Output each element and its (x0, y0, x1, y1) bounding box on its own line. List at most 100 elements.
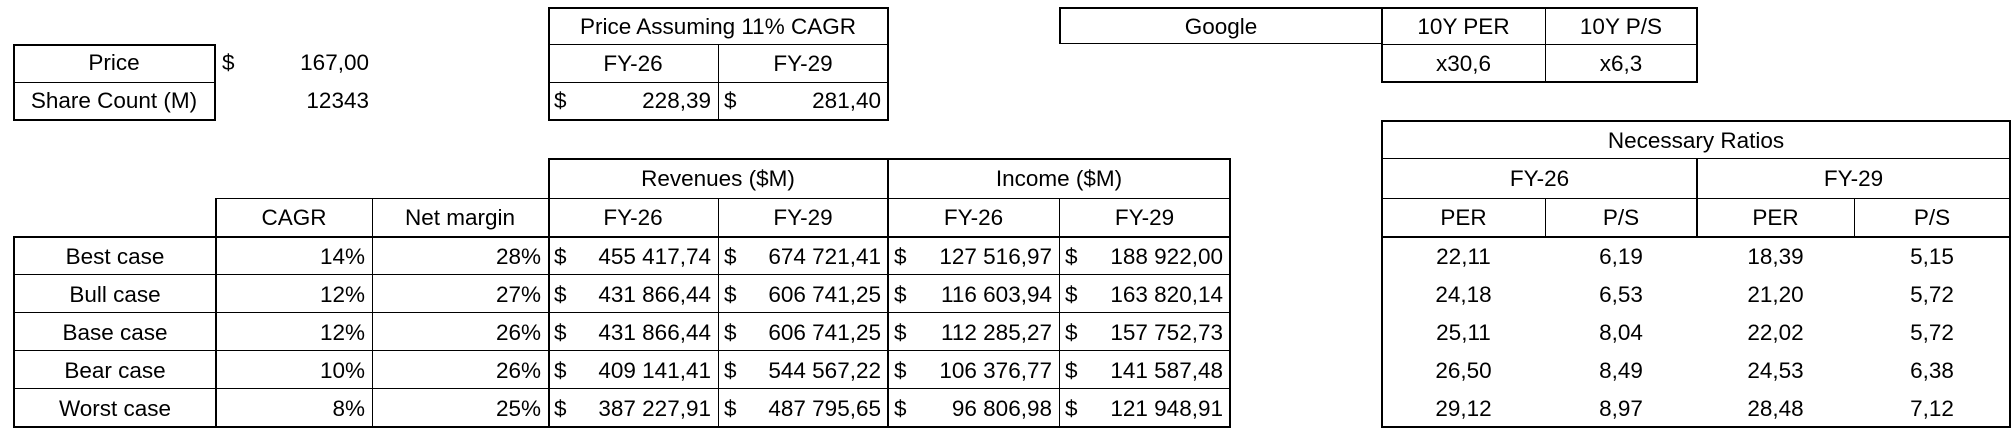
currency-symbol: $ (1065, 320, 1078, 345)
share-count-label: Share Count (M) (30, 88, 198, 113)
scenario-rev-fy26[interactable]: $387 227,91 (548, 390, 718, 428)
scenario-net-margin[interactable]: 27% (495, 282, 541, 307)
ratio-ps-fy26[interactable]: 8,04 (1599, 320, 1643, 345)
ratio-ps-fy26[interactable]: 8,97 (1599, 396, 1643, 421)
scenario-rev-fy29[interactable]: $487 795,65 (718, 390, 888, 428)
ratio-per-fy26[interactable]: 29,12 (1435, 396, 1492, 421)
scenario-rev-fy26[interactable]: $431 866,44 (548, 276, 718, 314)
border-line (1059, 7, 1061, 44)
scenario-rev-fy29[interactable]: $674 721,41 (718, 238, 888, 276)
scenario-net-margin[interactable]: 25% (495, 396, 541, 421)
border-line (548, 7, 889, 9)
ratio-per-fy26[interactable]: 24,18 (1435, 282, 1492, 307)
ratio-ps-fy29[interactable]: 5,15 (1910, 244, 1954, 269)
cell-value: 141 587,48 (1110, 358, 1223, 383)
scenario-cagr[interactable]: 8% (332, 396, 365, 421)
scenario-rev-fy26[interactable]: $409 141,41 (548, 352, 718, 390)
google-per-label: 10Y PER (1417, 14, 1510, 39)
scenario-cagr[interactable]: 10% (319, 358, 365, 383)
ratio-ps-fy29[interactable]: 5,72 (1910, 282, 1954, 307)
google-label: Google (1184, 14, 1258, 39)
ratio-per-fy26[interactable]: 22,11 (1436, 244, 1491, 269)
ratio-ps-fy29[interactable]: 5,72 (1910, 320, 1954, 345)
ratios-fy29-label: FY-29 (1823, 166, 1884, 191)
scenario-net-margin[interactable]: 26% (495, 358, 541, 383)
cell-value: 157 752,73 (1110, 320, 1223, 345)
cell-value: 163 820,14 (1110, 282, 1223, 307)
scenario-inc-fy26[interactable]: $116 603,94 (888, 276, 1059, 314)
ratio-per-fy29[interactable]: 21,20 (1747, 282, 1804, 307)
cell-value: 431 866,44 (598, 282, 711, 307)
border-line (215, 198, 217, 428)
google-per-value[interactable]: x30,6 (1435, 51, 1492, 76)
currency-symbol: $ (554, 320, 567, 345)
ratio-per-fy29[interactable]: 28,48 (1747, 396, 1804, 421)
scenario-rev-fy29[interactable]: $606 741,25 (718, 276, 888, 314)
scenario-inc-fy26[interactable]: $106 376,77 (888, 352, 1059, 390)
ratios-col-ps-fy29: P/S (1913, 205, 1951, 230)
scenario-rev-fy29[interactable]: $544 567,22 (718, 352, 888, 390)
scenario-rev-fy29[interactable]: $606 741,25 (718, 314, 888, 352)
cell-value: 127 516,97 (939, 244, 1052, 269)
border-line (13, 274, 1231, 275)
scenario-inc-fy26[interactable]: $112 285,27 (888, 314, 1059, 352)
ratio-ps-fy29[interactable]: 6,38 (1910, 358, 1954, 383)
currency-symbol: $ (724, 320, 737, 345)
cell-value: 112 285,27 (941, 320, 1052, 345)
scenario-name[interactable]: Best case (65, 244, 165, 269)
scenario-name[interactable]: Bull case (69, 282, 161, 307)
ratio-per-fy29[interactable]: 18,39 (1747, 244, 1804, 269)
ratio-per-fy26[interactable]: 26,50 (1435, 358, 1492, 383)
scenario-inc-fy29[interactable]: $121 948,91 (1059, 390, 1230, 428)
border-line (548, 119, 889, 121)
scenario-inc-fy26[interactable]: $96 806,98 (888, 390, 1059, 428)
ratio-per-fy26[interactable]: 25,11 (1436, 320, 1491, 345)
cagr-fy29-label: FY-29 (773, 51, 833, 76)
share-count-value[interactable]: 12343 (306, 88, 369, 113)
revenues-header: Revenues ($M) (641, 166, 795, 191)
ratio-per-fy29[interactable]: 24,53 (1747, 358, 1804, 383)
scenario-rev-fy26[interactable]: $431 866,44 (548, 314, 718, 352)
border-line (214, 44, 216, 121)
scenario-net-margin[interactable]: 28% (495, 244, 541, 269)
scenario-name[interactable]: Bear case (64, 358, 166, 383)
border-line (1545, 198, 1546, 238)
ratio-ps-fy26[interactable]: 8,49 (1599, 358, 1643, 383)
scenario-inc-fy29[interactable]: $141 587,48 (1059, 352, 1230, 390)
scenario-rev-fy26[interactable]: $455 417,74 (548, 238, 718, 276)
currency-symbol: $ (894, 244, 907, 269)
border-line (1381, 120, 1383, 428)
scenario-inc-fy26[interactable]: $127 516,97 (888, 238, 1059, 276)
ratios-col-ps-fy26: P/S (1602, 205, 1640, 230)
scenario-name[interactable]: Base case (62, 320, 168, 345)
currency-symbol: $ (724, 244, 737, 269)
scenario-cagr[interactable]: 14% (319, 244, 365, 269)
border-line (548, 158, 1230, 160)
border-line (1696, 7, 1698, 83)
scenario-name[interactable]: Worst case (58, 396, 172, 421)
cell-value: 544 567,22 (768, 358, 881, 383)
cell-value: 606 741,25 (768, 320, 881, 345)
border-line (1059, 7, 1698, 9)
ratio-ps-fy26[interactable]: 6,19 (1599, 244, 1643, 269)
scenario-net-margin[interactable]: 26% (495, 320, 541, 345)
border-line (372, 198, 373, 428)
price-cell[interactable]: $ 167,00 (216, 44, 376, 82)
border-line (1229, 158, 1231, 428)
ratio-ps-fy26[interactable]: 6,53 (1599, 282, 1643, 307)
currency-symbol: $ (724, 358, 737, 383)
cagr-fy26-cell[interactable]: $ 228,39 (548, 82, 718, 120)
google-ps-value[interactable]: x6,3 (1599, 51, 1643, 76)
scenario-inc-fy29[interactable]: $188 922,00 (1059, 238, 1230, 276)
scenario-cagr[interactable]: 12% (319, 282, 365, 307)
scenario-inc-fy29[interactable]: $163 820,14 (1059, 276, 1230, 314)
ratio-ps-fy29[interactable]: 7,12 (1910, 396, 1954, 421)
scenario-inc-fy29[interactable]: $157 752,73 (1059, 314, 1230, 352)
border-line (718, 198, 719, 428)
ratio-per-fy29[interactable]: 22,02 (1747, 320, 1804, 345)
cell-value: 409 141,41 (598, 358, 711, 383)
border-line (13, 236, 1231, 238)
scenario-cagr[interactable]: 12% (319, 320, 365, 345)
border-line (1382, 44, 1698, 45)
cagr-fy29-cell[interactable]: $ 281,40 (718, 82, 888, 120)
